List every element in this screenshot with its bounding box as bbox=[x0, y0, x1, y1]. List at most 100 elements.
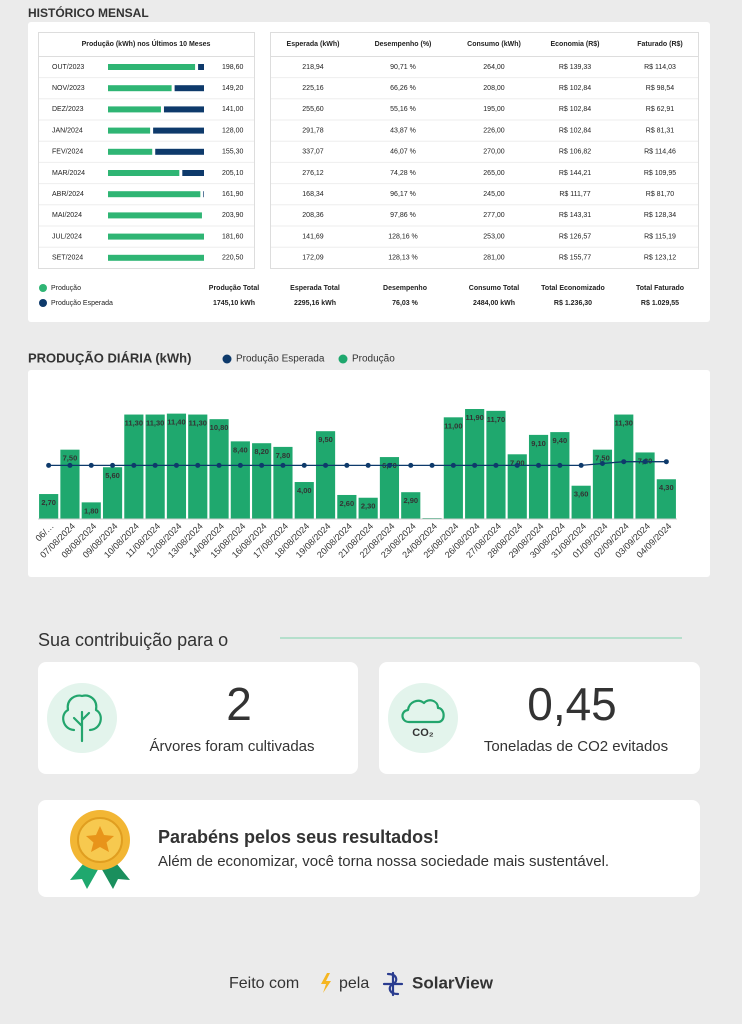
cell: 96,17 % bbox=[390, 191, 416, 198]
production-table bbox=[38, 32, 255, 269]
cell: 128,16 % bbox=[388, 233, 418, 240]
section-title: HISTÓRICO MENSAL bbox=[28, 5, 149, 20]
expected-dot bbox=[493, 462, 499, 468]
bar-label: 11,00 bbox=[444, 421, 462, 430]
expected-dot bbox=[536, 462, 542, 468]
expected-dot bbox=[110, 462, 116, 468]
bar bbox=[635, 452, 655, 519]
total-value: R$ 1.029,55 bbox=[641, 300, 679, 307]
bar-label: 9,10 bbox=[531, 439, 546, 448]
expected-dot bbox=[88, 462, 94, 468]
bar-label: 7,00 bbox=[510, 458, 525, 467]
co2-icon bbox=[401, 699, 445, 724]
expected-dot bbox=[514, 462, 520, 468]
cell: R$ 126,57 bbox=[559, 233, 591, 240]
production-value: 155,30 bbox=[222, 149, 244, 156]
cell: R$ 109,95 bbox=[644, 170, 676, 177]
expected-dot bbox=[237, 462, 243, 468]
cell: 66,26 % bbox=[390, 85, 416, 92]
cell: R$ 81,70 bbox=[646, 191, 675, 198]
bar bbox=[401, 492, 421, 519]
production-value: 220,50 bbox=[222, 255, 244, 262]
cell: R$ 106,82 bbox=[559, 149, 591, 156]
bar-label: 3,60 bbox=[574, 490, 589, 499]
cell: 225,16 bbox=[302, 85, 324, 92]
bar-label: 7,50 bbox=[63, 454, 78, 463]
expected-dot bbox=[344, 462, 350, 468]
cell: 255,60 bbox=[302, 106, 324, 113]
bar-label: 11,40 bbox=[167, 418, 185, 427]
expected-bar bbox=[153, 127, 204, 134]
expected-dot bbox=[472, 462, 478, 468]
bar-label: 4,00 bbox=[297, 486, 312, 495]
total-label: Desempenho bbox=[383, 285, 427, 292]
chart-title: PRODUÇÃO DIÁRIA (kWh) bbox=[28, 350, 191, 365]
cell: 172,09 bbox=[302, 255, 324, 262]
bar-label: 2,70 bbox=[41, 498, 56, 507]
total-label: Total Faturado bbox=[636, 285, 684, 292]
tree-icon bbox=[62, 694, 102, 743]
cell: 277,00 bbox=[483, 212, 505, 219]
production-bar bbox=[108, 106, 161, 113]
production-value: 149,20 bbox=[222, 85, 244, 92]
production-value: 128,00 bbox=[222, 127, 244, 134]
column-header: Desempenho (%) bbox=[375, 41, 432, 48]
production-bar bbox=[108, 191, 201, 198]
cell: R$ 102,84 bbox=[559, 127, 591, 134]
expected-dot bbox=[408, 462, 414, 468]
cell: R$ 111,77 bbox=[559, 191, 590, 198]
bar bbox=[39, 494, 59, 519]
cell: R$ 102,84 bbox=[559, 106, 591, 113]
total-value: 2484,00 kWh bbox=[473, 300, 515, 307]
legend-label: Produção Esperada bbox=[51, 300, 113, 307]
expected-dot bbox=[259, 462, 265, 468]
bar-label: 2,30 bbox=[361, 502, 376, 511]
monthly-rows: Esperada (kWh) Desempenho (%) Consumo (kWh… bbox=[39, 41, 698, 307]
bar bbox=[102, 467, 123, 519]
cell: R$ 62,91 bbox=[646, 106, 675, 113]
brand-logo bbox=[382, 971, 404, 997]
bar-label: 11,30 bbox=[146, 419, 164, 428]
expected-dot bbox=[365, 462, 371, 468]
bar bbox=[443, 417, 463, 519]
production-bar bbox=[108, 212, 202, 219]
bar bbox=[337, 494, 357, 519]
co2-value: 0,45 bbox=[527, 678, 617, 730]
expected-dot bbox=[578, 462, 584, 468]
details-table bbox=[270, 32, 699, 269]
cell: 128,13 % bbox=[388, 255, 418, 262]
month-label: MAR/2024 bbox=[52, 170, 85, 177]
month-label: NOV/2023 bbox=[52, 85, 85, 92]
total-label: Esperada Total bbox=[290, 285, 340, 292]
legend-label: Produção bbox=[51, 285, 81, 292]
expected-bar bbox=[163, 106, 204, 113]
co2-icon-label: CO₂ bbox=[412, 727, 434, 739]
bar bbox=[315, 431, 336, 519]
expected-dot bbox=[46, 462, 52, 468]
cell: R$ 155,77 bbox=[559, 255, 591, 262]
expected-dot bbox=[67, 462, 73, 468]
bar-label: 5,60 bbox=[105, 471, 120, 480]
cell: R$ 115,19 bbox=[644, 233, 676, 240]
bar bbox=[571, 485, 591, 519]
cell: 97,86 % bbox=[390, 212, 416, 219]
month-label: DEZ/2023 bbox=[52, 106, 84, 113]
total-label: Total Economizado bbox=[541, 285, 605, 292]
total-label: Consumo Total bbox=[469, 285, 519, 292]
cell: 218,94 bbox=[302, 64, 324, 71]
legend-dot bbox=[338, 354, 348, 364]
bar-label: 11,30 bbox=[189, 419, 207, 428]
bar bbox=[614, 414, 634, 519]
legend-dot bbox=[222, 354, 232, 364]
congrats-title: Parabéns pelos seus resultados! bbox=[158, 827, 439, 847]
bar bbox=[528, 434, 549, 519]
congrats-text: Além de economizar, você torna nossa soc… bbox=[158, 853, 609, 870]
column-header: Economia (R$) bbox=[550, 41, 599, 48]
cell: 291,78 bbox=[302, 127, 324, 134]
table-header: Produção (kWh) nos Últimos 10 Meses bbox=[82, 39, 211, 48]
expected-dot bbox=[429, 462, 435, 468]
production-bar bbox=[108, 170, 180, 176]
bolt-icon bbox=[321, 973, 331, 993]
bar bbox=[358, 497, 378, 519]
